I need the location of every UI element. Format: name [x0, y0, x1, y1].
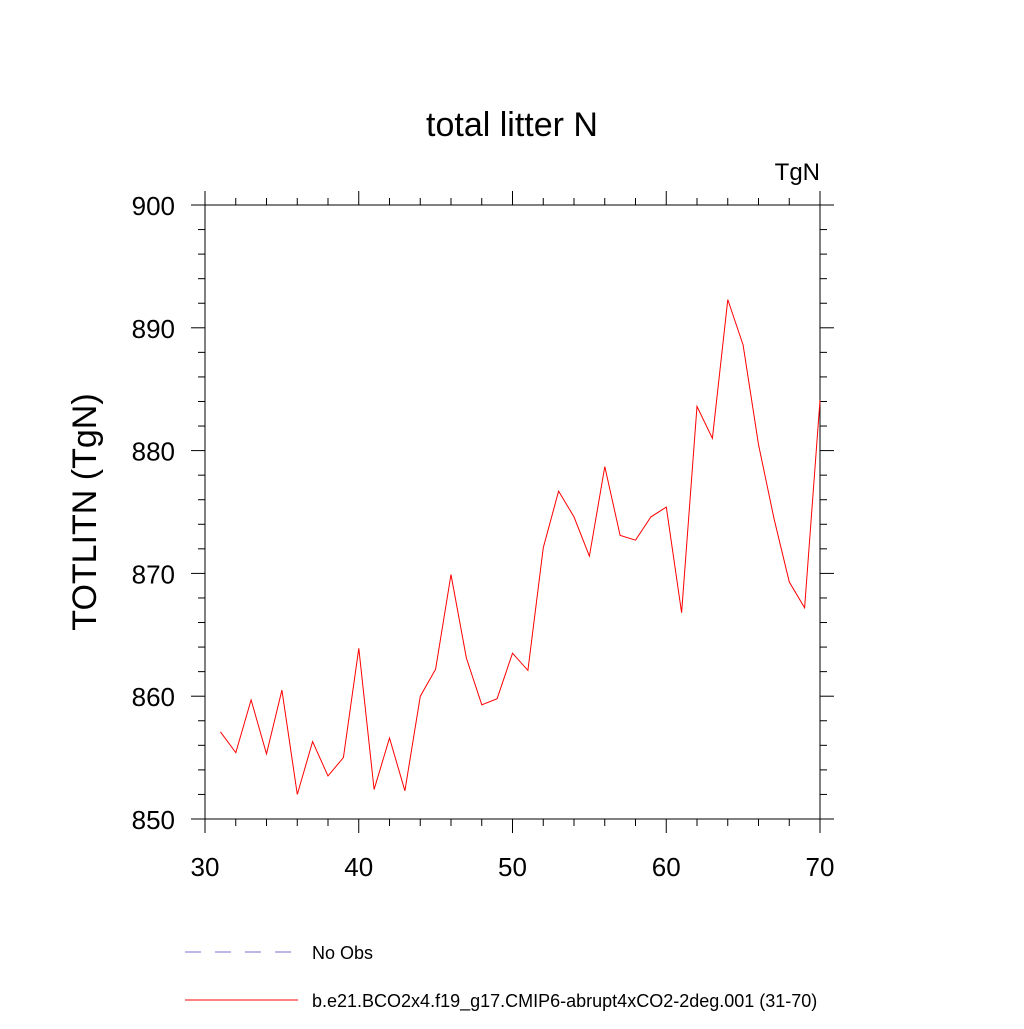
series-group [219, 299, 821, 795]
y-tick-label: 870 [132, 559, 175, 589]
y-tick-label: 880 [132, 437, 175, 467]
y-tick-label: 850 [132, 805, 175, 835]
units-label: TgN [775, 159, 820, 186]
axis-ticks [191, 191, 834, 833]
y-tick-label: 890 [132, 314, 175, 344]
x-tick-label: 40 [344, 852, 373, 882]
x-tick-label: 50 [498, 852, 527, 882]
x-tick-label: 60 [652, 852, 681, 882]
chart-title: total litter N [426, 106, 598, 144]
legend: No Obs b.e21.BCO2x4.f19_g17.CMIP6-abrupt4… [185, 943, 817, 1012]
y-axis-label: TOTLITN (TgN) [66, 393, 104, 630]
x-tick-label: 70 [806, 852, 835, 882]
legend-label: b.e21.BCO2x4.f19_g17.CMIP6-abrupt4xCO2-2… [312, 991, 817, 1012]
axis-tick-labels: 30 40 50 60 70 850 860 870 880 890 900 [132, 191, 835, 882]
y-tick-label: 860 [132, 682, 175, 712]
plot-frame [204, 204, 821, 820]
series-line [219, 299, 821, 795]
y-tick-label: 900 [132, 191, 175, 221]
x-tick-label: 30 [191, 852, 220, 882]
legend-label: No Obs [312, 943, 373, 963]
